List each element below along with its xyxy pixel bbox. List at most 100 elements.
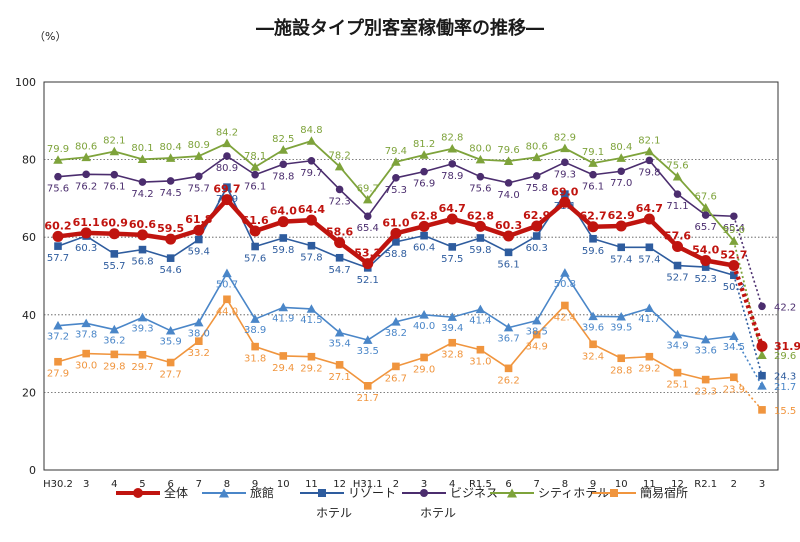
- data-label: 75.3: [385, 185, 407, 196]
- data-label: 82.9: [554, 132, 576, 143]
- data-label: 67.6: [695, 192, 717, 203]
- data-point: [138, 245, 147, 254]
- data-label: 64.7: [636, 202, 663, 215]
- data-point: [700, 202, 711, 212]
- data-point: [617, 167, 625, 176]
- data-label: 59.4: [188, 247, 210, 258]
- data-point: [420, 167, 428, 176]
- data-label: 56.1: [497, 259, 519, 270]
- data-label: 71.1: [666, 201, 688, 212]
- data-label: 21.7: [774, 382, 796, 393]
- data-label: 84.8: [300, 125, 322, 136]
- data-point: [195, 172, 203, 181]
- data-label: 59.8: [272, 245, 294, 256]
- data-label: 41.5: [300, 315, 322, 326]
- data-point: [249, 225, 261, 237]
- data-label: 58.6: [326, 226, 353, 239]
- data-point: [504, 248, 513, 257]
- data-point: [730, 271, 738, 280]
- data-point: [643, 213, 655, 225]
- data-label: 80.1: [131, 143, 153, 154]
- x-tick-label: 10: [277, 479, 290, 490]
- data-point: [251, 242, 259, 251]
- data-label: 34.9: [666, 341, 688, 352]
- data-point: [447, 143, 457, 153]
- data-label: 50.7: [216, 279, 238, 290]
- data-point: [223, 183, 231, 191]
- data-point: [588, 158, 598, 167]
- data-label: 59.8: [469, 245, 491, 256]
- x-tick-label: H30.2: [43, 479, 73, 490]
- x-tick-label: 3: [83, 479, 89, 490]
- data-label: 61.6: [242, 214, 269, 227]
- x-tick-label: 8: [562, 479, 568, 490]
- data-point: [589, 340, 597, 349]
- data-label: 57.6: [664, 230, 691, 243]
- plot-frame: [43, 81, 779, 471]
- data-label: 62.8: [467, 209, 494, 222]
- x-tick-label: 10: [615, 479, 628, 490]
- x-tick-label: 6: [167, 479, 173, 490]
- data-point: [335, 253, 344, 262]
- data-label: 44.0: [216, 306, 238, 317]
- legend-label: ビジネス: [450, 486, 499, 500]
- data-label: 23.3: [695, 387, 717, 398]
- x-tick-label: 12: [333, 479, 346, 490]
- data-label: 78.9: [441, 171, 463, 182]
- data-point: [108, 228, 120, 240]
- data-label: 61.1: [73, 216, 100, 229]
- data-label: 57.4: [638, 254, 660, 265]
- y-tick-label: 0: [29, 464, 36, 477]
- data-label: 39.6: [582, 322, 604, 333]
- legend-item: 全体: [116, 484, 188, 501]
- data-point: [221, 194, 233, 206]
- legend-swatch: [402, 488, 446, 498]
- data-label: 54.6: [160, 265, 182, 276]
- data-label: 33.2: [188, 348, 210, 359]
- data-label: 59.0: [723, 225, 745, 236]
- data-point: [701, 375, 710, 384]
- data-label: 84.2: [216, 127, 238, 138]
- data-point: [307, 241, 316, 250]
- data-label: 38.5: [526, 327, 548, 338]
- data-label: 32.4: [582, 351, 604, 362]
- data-point: [420, 353, 428, 362]
- x-tick-label: 2: [393, 479, 399, 490]
- data-point: [277, 216, 289, 228]
- x-tick-label: 7: [534, 479, 540, 490]
- data-label: 81.2: [413, 139, 435, 150]
- data-label: 64.0: [270, 205, 297, 218]
- y-tick-label: 60: [22, 231, 36, 244]
- data-label: 29.0: [413, 364, 435, 375]
- data-label: 69.7: [357, 184, 379, 195]
- legend-swatch: [592, 488, 636, 498]
- data-point: [532, 172, 541, 180]
- legend-label: リゾート: [348, 486, 397, 500]
- data-point: [448, 243, 457, 251]
- legend-label: 簡易宿所: [640, 486, 689, 500]
- x-tick-label: 6: [505, 479, 511, 490]
- data-point: [391, 157, 401, 166]
- data-label: 79.1: [582, 147, 604, 158]
- data-point: [730, 373, 738, 382]
- x-tick-label: 7: [196, 479, 202, 490]
- data-label: 23.9: [723, 384, 745, 395]
- data-label: 64.4: [298, 203, 325, 216]
- data-label: 35.9: [160, 337, 182, 348]
- data-label: 76.1: [103, 182, 125, 193]
- data-point: [81, 152, 91, 162]
- data-point: [446, 213, 458, 225]
- x-tick-label: 8: [224, 479, 230, 490]
- data-point: [700, 254, 712, 266]
- x-tick-label: 12: [671, 479, 684, 490]
- data-label: 28.8: [610, 365, 632, 376]
- data-label: 65.4: [357, 223, 379, 234]
- data-point: [223, 295, 231, 304]
- data-label: 80.4: [610, 142, 632, 153]
- data-label: 42.4: [554, 312, 576, 323]
- data-label: 80.4: [160, 142, 182, 153]
- data-point: [334, 161, 345, 171]
- data-point: [673, 261, 682, 270]
- x-tick-label: 5: [139, 479, 145, 490]
